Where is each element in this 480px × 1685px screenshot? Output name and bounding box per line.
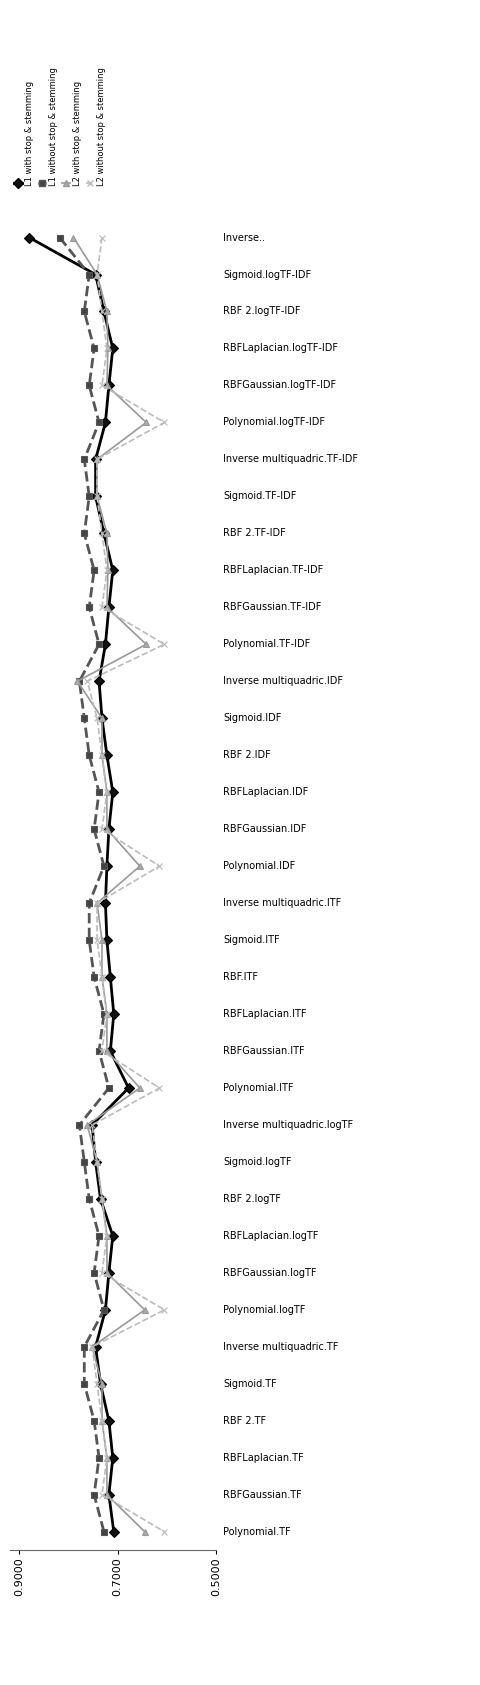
Text: Polynomial.ITF: Polynomial.ITF bbox=[223, 1083, 293, 1094]
Text: Sigmoid.ITF: Sigmoid.ITF bbox=[223, 935, 279, 945]
Text: RBFLaplacian.TF: RBFLaplacian.TF bbox=[223, 1452, 303, 1463]
Text: RBF 2.IDF: RBF 2.IDF bbox=[223, 750, 271, 760]
Text: RBFLaplacian.logTF: RBFLaplacian.logTF bbox=[223, 1232, 318, 1240]
Text: RBF 2.TF-IDF: RBF 2.TF-IDF bbox=[223, 529, 286, 538]
Text: RBF.ITF: RBF.ITF bbox=[223, 972, 258, 982]
Text: RBFGaussian.logTF-IDF: RBFGaussian.logTF-IDF bbox=[223, 381, 336, 391]
Text: Inverse multiquadric.ITF: Inverse multiquadric.ITF bbox=[223, 898, 341, 908]
Text: Inverse..: Inverse.. bbox=[223, 233, 265, 243]
Legend: L1 with stop & stemming, L1 without stop & stemming, L2 with stop & stemming, L2: L1 with stop & stemming, L1 without stop… bbox=[14, 69, 106, 189]
Text: RBFLaplacian.TF-IDF: RBFLaplacian.TF-IDF bbox=[223, 566, 323, 575]
Text: Sigmoid.TF-IDF: Sigmoid.TF-IDF bbox=[223, 492, 296, 502]
Text: Polynomial.TF: Polynomial.TF bbox=[223, 1527, 290, 1537]
Text: RBF 2.logTF: RBF 2.logTF bbox=[223, 1195, 281, 1203]
Text: Sigmoid.TF: Sigmoid.TF bbox=[223, 1378, 276, 1388]
Text: RBF 2.logTF-IDF: RBF 2.logTF-IDF bbox=[223, 307, 300, 317]
Text: RBFGaussian.logTF: RBFGaussian.logTF bbox=[223, 1267, 316, 1277]
Text: Inverse multiquadric.logTF: Inverse multiquadric.logTF bbox=[223, 1121, 353, 1131]
Text: RBFGaussian.IDF: RBFGaussian.IDF bbox=[223, 824, 306, 834]
Text: RBF 2.TF: RBF 2.TF bbox=[223, 1415, 266, 1426]
Text: Polynomial.TF-IDF: Polynomial.TF-IDF bbox=[223, 639, 310, 649]
Text: RBFGaussian.TF: RBFGaussian.TF bbox=[223, 1490, 302, 1500]
Text: Polynomial.IDF: Polynomial.IDF bbox=[223, 861, 295, 871]
Text: RBFGaussian.TF-IDF: RBFGaussian.TF-IDF bbox=[223, 602, 321, 612]
Text: RBFGaussian.ITF: RBFGaussian.ITF bbox=[223, 1046, 305, 1056]
Text: Sigmoid.logTF-IDF: Sigmoid.logTF-IDF bbox=[223, 270, 311, 280]
Text: RBFLaplacian.logTF-IDF: RBFLaplacian.logTF-IDF bbox=[223, 344, 338, 354]
Text: RBFLaplacian.ITF: RBFLaplacian.ITF bbox=[223, 1009, 306, 1019]
Text: Sigmoid.logTF: Sigmoid.logTF bbox=[223, 1158, 291, 1168]
Text: RBFLaplacian.IDF: RBFLaplacian.IDF bbox=[223, 787, 308, 797]
Text: Inverse multiquadric.TF-IDF: Inverse multiquadric.TF-IDF bbox=[223, 455, 358, 465]
Text: Polynomial.logTF: Polynomial.logTF bbox=[223, 1304, 305, 1314]
Text: Inverse multiquadric.IDF: Inverse multiquadric.IDF bbox=[223, 676, 343, 686]
Text: Inverse multiquadric.TF: Inverse multiquadric.TF bbox=[223, 1341, 338, 1351]
Text: Sigmoid.IDF: Sigmoid.IDF bbox=[223, 713, 281, 723]
Text: Polynomial.logTF-IDF: Polynomial.logTF-IDF bbox=[223, 418, 325, 428]
